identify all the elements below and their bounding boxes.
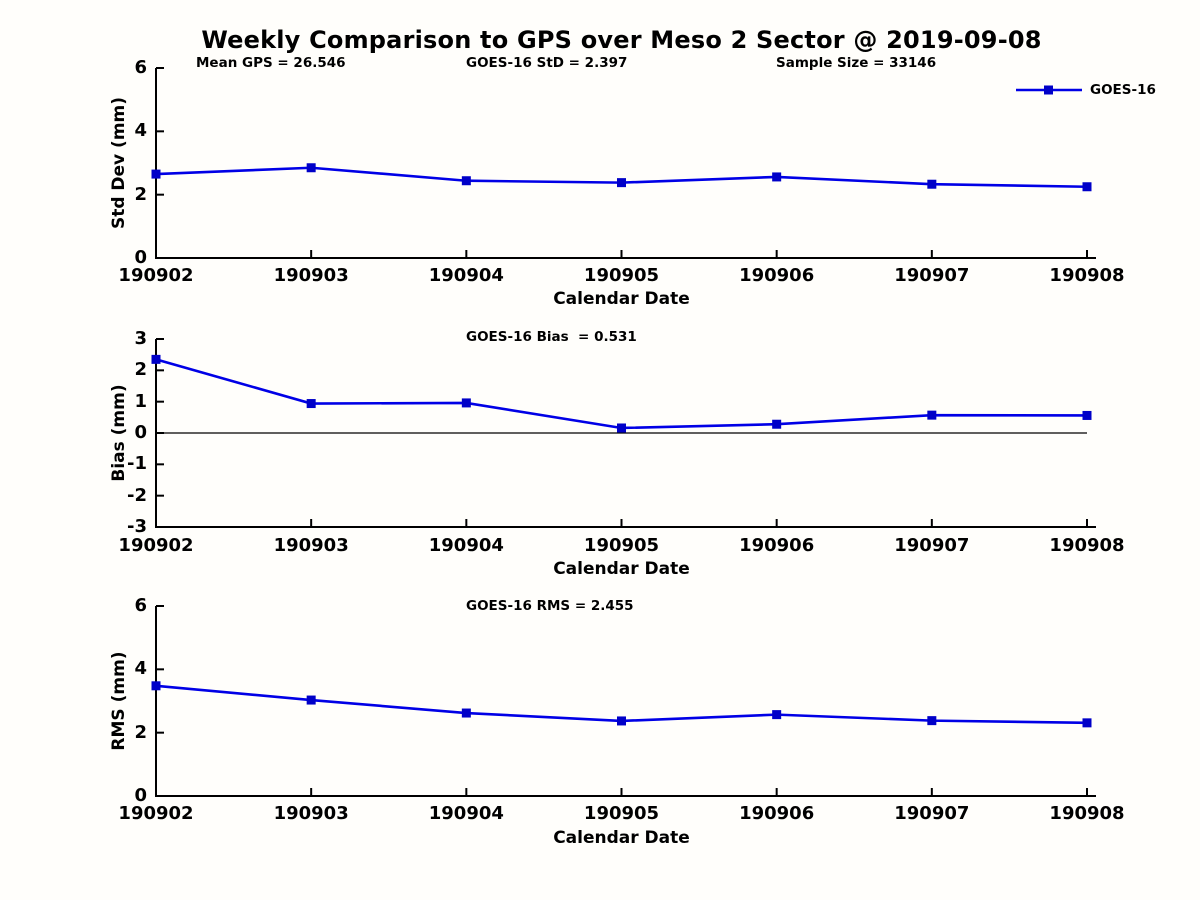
y-tick-label: 4 [134,120,147,142]
x-tick-label: 190905 [583,535,660,556]
data-point-marker [461,708,471,718]
x-tick-label: 190906 [739,803,815,824]
data-point-marker [772,419,782,429]
data-point-marker [306,163,316,173]
y-tick-label: 0 [134,785,147,806]
y-tick-label: 3 [134,328,147,349]
x-tick-label: 190904 [428,803,504,824]
data-point-marker [306,695,316,705]
annotation-goes16-bias: GOES-16 Bias = 0.531 [466,329,637,345]
calendar-date-label-1: Calendar Date [553,289,690,309]
x-tick-label: 190908 [1049,535,1125,556]
annotation-sample-size: Sample Size = 33146 [776,55,937,71]
x-tick-label: 190902 [118,265,194,286]
data-point-marker [151,354,161,364]
x-tick-label: 190907 [894,803,970,824]
x-tick-label: 190907 [894,265,970,286]
data-point-marker [461,176,471,186]
x-tick-label: 190903 [273,803,349,824]
data-point-marker [151,169,161,179]
data-point-marker [617,423,626,433]
y-tick-label: -3 [127,516,147,537]
data-point-marker [772,710,782,720]
y-tick-label: 2 [134,183,147,205]
figure-title: Weekly Comparison to GPS over Meso 2 Sec… [201,26,1042,54]
data-point-marker [927,716,937,726]
x-tick-label: 190903 [273,265,349,286]
y-tick-label: 0 [134,422,147,443]
data-point-marker [1082,182,1092,192]
legend: GOES-16 [1014,82,1156,98]
x-tick-label: 190906 [739,265,815,286]
data-point-marker [1082,718,1092,728]
data-point-marker [461,398,471,408]
x-tick-label: 190908 [1049,803,1125,824]
data-point-marker [306,399,316,409]
data-point-marker [617,716,626,726]
stddev-y-axis-label: Std Dev (mm) [109,96,129,230]
y-tick-label: -1 [127,453,147,475]
data-point-marker [617,178,626,188]
y-tick-label: 6 [134,57,147,78]
x-tick-label: 190903 [273,535,349,556]
x-tick-label: 190902 [118,803,194,824]
x-tick-label: 190906 [739,535,815,556]
y-tick-label: -2 [127,484,147,506]
x-tick-label: 190905 [583,803,660,824]
data-point-marker [151,681,161,691]
annotation-mean-gps: Mean GPS = 26.546 [196,55,346,71]
data-point-marker [772,172,782,182]
calendar-date-label-3: Calendar Date [553,828,690,848]
x-tick-label: 190902 [118,535,194,556]
x-tick-label: 190908 [1049,265,1125,286]
calendar-date-label-2: Calendar Date [553,559,690,579]
annotation-goes16-std: GOES-16 StD = 2.397 [466,55,628,71]
y-tick-label: 1 [134,390,147,412]
x-tick-label: 190904 [428,265,504,286]
annotation-goes16-rms: GOES-16 RMS = 2.455 [466,598,634,614]
x-tick-label: 190905 [583,265,660,286]
series-line-goes-16 [155,358,1088,430]
y-tick-label: 4 [134,658,147,680]
data-point-marker [1082,410,1092,420]
y-tick-label: 6 [134,595,147,616]
legend-line-icon [1016,85,1082,95]
data-point-marker [927,179,937,189]
y-tick-label: 2 [134,721,147,743]
x-tick-label: 190907 [894,535,970,556]
y-tick-label: 0 [134,247,147,268]
y-tick-label: 2 [134,359,147,381]
legend-label: GOES-16 [1090,82,1156,98]
x-tick-label: 190904 [428,535,504,556]
data-point-marker [927,410,937,420]
